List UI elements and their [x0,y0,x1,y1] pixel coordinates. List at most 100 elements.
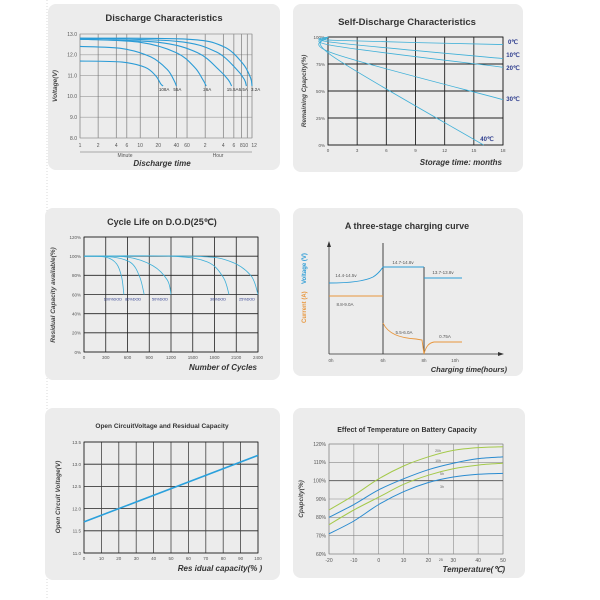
series-label: 0℃ [508,39,518,46]
x-tick-label: 10 [137,143,143,149]
x-tick-label: 50 [168,556,174,561]
chart-panel-4 [293,208,523,376]
chart-title: Discharge Characteristics [105,13,222,24]
y-tick-label: 100% [69,254,81,259]
y-tick-label: 60% [72,292,81,297]
y-tick-label: 20% [72,331,81,336]
x-tick-label: 9 [414,148,417,153]
y-tick-label: 80% [72,273,81,278]
x-axis-label: Number of Cycles [189,363,258,372]
series-line-3 [79,38,207,87]
series-label: 15.5A [227,87,239,92]
x-tick-label: 1 [79,143,82,149]
x-tick-label: 300 [102,355,110,360]
x-tick-label: 90 [238,556,244,561]
x-tick-label: 2400 [253,355,264,360]
x-tick-label: 6 [385,148,388,153]
series-label: 5h [440,472,444,476]
y-tick-label: 12.0 [67,53,77,59]
x-tick-label: 50 [500,558,506,564]
y-axis-label-current: Current (A) [302,291,308,323]
x-tick-label: 0 [377,558,380,564]
x-tick-label: 600 [124,355,132,360]
x-tick-label: 18 [500,148,506,153]
series-label: 80%DOD [125,298,141,302]
y-tick-label: 40% [72,311,81,316]
y-tick-label: 13.0 [72,462,81,467]
chart-panel-5 [45,408,280,580]
series-line-5 [319,36,484,146]
y-tick-label: 9.0 [70,115,77,121]
chart-panel-2 [293,4,523,172]
series-line-2 [318,36,504,59]
voltage-line-bulk-absorption [328,266,424,284]
series-line-5 [79,37,247,87]
x-tick-label: 20 [116,556,122,561]
voltage-label: 14.4-14.5v [335,273,357,278]
y-tick-label: 12.0 [72,506,81,511]
y-tick-label: 90% [316,497,327,503]
y-tick-label: 110% [314,460,327,466]
y-tick-label: 60% [316,552,327,558]
x-unit-label-hour: Hour [213,153,224,159]
x-tick-label: 40 [475,558,481,564]
series-line-4 [79,38,233,87]
series-label: 25%DOD [239,298,255,302]
series-label: 100%DOD [104,298,122,302]
series-label: 30℃ [506,96,520,103]
x-tick-label: 70 [203,556,209,561]
voltage-label: 14.7-14.8v [392,260,414,265]
series-line-2 [79,45,177,87]
y-tick-label: 70% [316,533,327,539]
plot-border [83,441,259,554]
current-label: 5.5-6.0A [395,330,412,335]
x-axis-label: Temperature(℃) [443,565,506,574]
x-tick-label-extra: 25 [439,558,443,562]
series-line-3 [328,462,504,526]
x-tick-label: 80 [221,556,227,561]
x-tick-label: 10 [243,143,249,149]
x-tick-label: 60 [186,556,192,561]
x-tick-label: 12 [251,143,257,149]
current-label: 0.75A [439,334,451,339]
y-tick-label: 12.5 [72,484,81,489]
y-tick-label: 120% [313,442,326,448]
series-line-4 [328,472,504,535]
x-tick-label: 2100 [231,355,242,360]
x-tick-label: 8 [240,143,243,149]
x-tick-label: 100 [254,556,262,561]
x-tick-label: 2 [204,143,207,149]
x-tick-label: 30 [134,556,140,561]
series-label: 6.5A [239,87,248,92]
y-axis-label: Open Circuit Voltage(V) [55,461,62,534]
x-axis-arrow-icon [498,352,504,356]
x-tick-label: 0h [328,358,334,363]
x-axis-label: Storage time: months [420,158,503,167]
current-label: 8.8-9.0A [336,302,353,307]
chart-panel-3 [45,208,280,380]
x-tick-label: 6 [125,143,128,149]
x-tick-label: 12 [442,148,448,153]
x-tick-label: 8h [421,358,427,363]
x-tick-label: 0 [327,148,330,153]
current-line-absorption-float [382,322,462,355]
series-label: 26A [203,87,211,92]
x-tick-label: 900 [145,355,153,360]
y-tick-label: 100% [313,478,326,484]
y-tick-label: 0% [318,143,325,148]
x-tick-label: 60 [184,143,190,149]
y-tick-label: 50% [316,89,325,94]
series-label: 30%DOD [210,298,226,302]
y-tick-label: 0% [74,350,81,355]
chart-title: Effect of Temperature on Battery Capacit… [337,427,477,434]
x-tick-label: 1200 [166,355,177,360]
series-line-1 [328,446,504,511]
x-tick-label: 0 [83,355,86,360]
x-axis-label: Discharge time [133,159,191,168]
chart-title: A three-stage charging curve [345,221,469,231]
series-label: 10h [435,459,441,463]
chart-title: Open CircuitVoltage and Residual Capacit… [95,423,229,430]
x-axis-label: Res idual capacity(% ) [178,564,263,573]
x-tick-label: 10 [401,558,407,564]
